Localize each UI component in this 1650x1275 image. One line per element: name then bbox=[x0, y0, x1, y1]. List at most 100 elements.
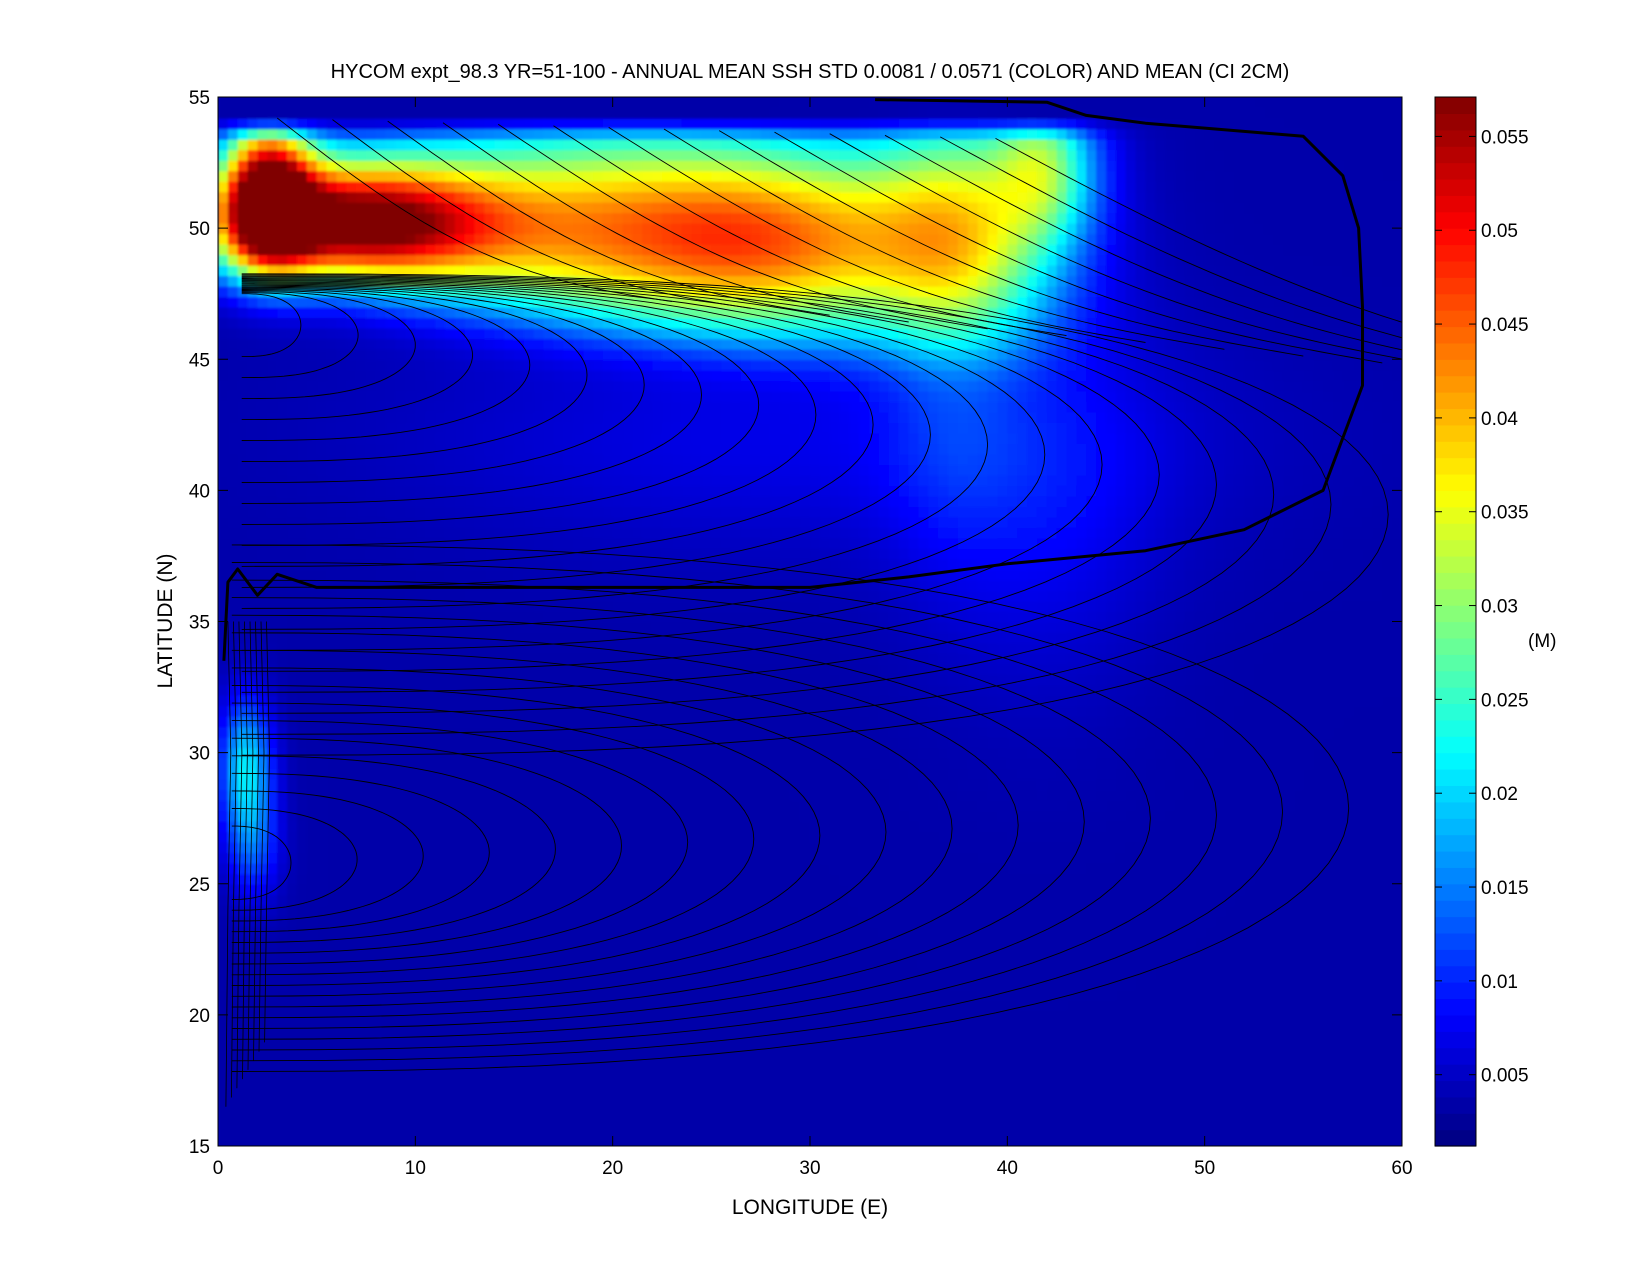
heatmap-cell bbox=[474, 537, 486, 549]
heatmap-cell bbox=[464, 306, 476, 319]
heatmap-cell bbox=[385, 149, 397, 161]
heatmap-cell bbox=[563, 1083, 574, 1095]
heatmap-cell bbox=[415, 485, 426, 497]
heatmap-cell bbox=[326, 1125, 338, 1137]
heatmap-cell bbox=[602, 1125, 614, 1137]
heatmap-cell bbox=[415, 527, 426, 539]
heatmap-cell bbox=[227, 841, 239, 854]
heatmap-cell bbox=[356, 254, 367, 266]
heatmap-cell bbox=[474, 862, 486, 875]
heatmap-cell bbox=[484, 590, 496, 602]
heatmap-cell bbox=[563, 590, 574, 602]
heatmap-cell bbox=[267, 967, 278, 979]
heatmap-cell bbox=[533, 97, 545, 109]
heatmap-cell bbox=[681, 1125, 693, 1137]
heatmap-cell bbox=[296, 988, 308, 1000]
heatmap-cell bbox=[375, 527, 387, 539]
heatmap-cell bbox=[454, 904, 466, 916]
heatmap-cell bbox=[346, 726, 357, 738]
heatmap-cell bbox=[356, 946, 367, 958]
heatmap-cell bbox=[474, 107, 486, 119]
heatmap-cell bbox=[425, 1041, 436, 1053]
heatmap-cell bbox=[247, 516, 259, 528]
heatmap-cell bbox=[523, 558, 535, 570]
heatmap-cell bbox=[691, 1114, 703, 1126]
heatmap-cell bbox=[573, 233, 584, 245]
heatmap-cell bbox=[553, 285, 565, 298]
heatmap-cell bbox=[602, 694, 614, 707]
heatmap-cell bbox=[336, 139, 348, 151]
heatmap-cell bbox=[227, 338, 239, 350]
heatmap-cell bbox=[326, 212, 338, 224]
heatmap-cell bbox=[287, 401, 298, 413]
heatmap-cell bbox=[583, 254, 594, 266]
heatmap-cell bbox=[464, 600, 476, 612]
heatmap-cell bbox=[602, 674, 614, 686]
heatmap-cell bbox=[346, 390, 357, 402]
heatmap-cell bbox=[306, 422, 318, 434]
heatmap-cell bbox=[375, 978, 387, 990]
heatmap-cell bbox=[642, 726, 653, 738]
heatmap-cell bbox=[336, 191, 348, 203]
heatmap-cell bbox=[346, 1062, 357, 1074]
heatmap-cell bbox=[247, 663, 259, 675]
heatmap-cell bbox=[671, 170, 683, 182]
heatmap-cell bbox=[326, 453, 338, 465]
heatmap-cell bbox=[573, 1041, 584, 1053]
heatmap-cell bbox=[454, 222, 466, 235]
heatmap-cell bbox=[385, 904, 397, 916]
heatmap-cell bbox=[612, 170, 624, 182]
heatmap-cell bbox=[642, 506, 653, 518]
heatmap-cell bbox=[612, 401, 624, 413]
heatmap-cell bbox=[583, 663, 594, 675]
heatmap-cell bbox=[346, 820, 357, 833]
heatmap-cell bbox=[306, 97, 318, 109]
heatmap-cell bbox=[494, 852, 505, 864]
heatmap-cell bbox=[494, 778, 505, 791]
heatmap-cell bbox=[622, 831, 634, 843]
heatmap-cell bbox=[454, 495, 466, 507]
heatmap-cell bbox=[326, 1083, 338, 1095]
heatmap-cell bbox=[247, 159, 259, 172]
heatmap-cell bbox=[366, 1041, 377, 1053]
heatmap-cell bbox=[405, 778, 417, 791]
heatmap-cell bbox=[375, 799, 387, 812]
heatmap-cell bbox=[287, 327, 298, 340]
heatmap-cell bbox=[592, 590, 604, 602]
heatmap-cell bbox=[681, 1072, 693, 1084]
heatmap-cell bbox=[267, 674, 278, 686]
heatmap-cell bbox=[425, 159, 436, 172]
heatmap-cell bbox=[336, 726, 348, 738]
heatmap-cell bbox=[287, 579, 298, 591]
heatmap-cell bbox=[533, 632, 545, 644]
heatmap-cell bbox=[691, 548, 703, 560]
heatmap-cell bbox=[227, 212, 239, 224]
heatmap-cell bbox=[504, 768, 515, 780]
heatmap-cell bbox=[218, 495, 229, 507]
heatmap-cell bbox=[504, 569, 515, 581]
heatmap-cell bbox=[464, 243, 476, 256]
heatmap-cell bbox=[366, 999, 377, 1011]
heatmap-cell bbox=[287, 139, 298, 151]
heatmap-cell bbox=[504, 97, 515, 109]
heatmap-cell bbox=[494, 684, 505, 696]
heatmap-cell bbox=[662, 925, 673, 937]
heatmap-cell bbox=[612, 411, 624, 423]
heatmap-cell bbox=[237, 443, 249, 455]
heatmap-cell bbox=[257, 1093, 269, 1105]
heatmap-cell bbox=[287, 778, 298, 791]
heatmap-cell bbox=[514, 264, 525, 277]
heatmap-cell bbox=[514, 516, 525, 528]
heatmap-cell bbox=[346, 694, 357, 707]
heatmap-cell bbox=[592, 233, 604, 245]
heatmap-cell bbox=[543, 778, 555, 791]
heatmap-cell bbox=[602, 128, 614, 140]
heatmap-cell bbox=[395, 422, 407, 434]
heatmap-cell bbox=[257, 149, 269, 161]
heatmap-cell bbox=[612, 894, 624, 906]
heatmap-cell bbox=[583, 139, 594, 151]
heatmap-cell bbox=[514, 107, 525, 119]
heatmap-cell bbox=[296, 1093, 308, 1105]
heatmap-cell bbox=[326, 432, 338, 444]
heatmap-cell bbox=[336, 254, 348, 266]
